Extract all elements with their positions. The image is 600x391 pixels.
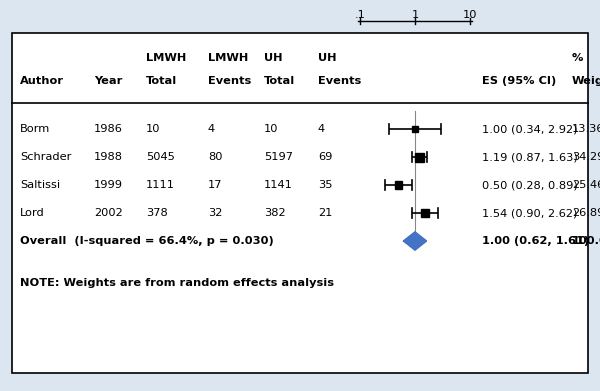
Text: 25.46: 25.46 [572,180,600,190]
Text: Total: Total [146,76,177,86]
Bar [421,209,429,217]
Text: 1.00 (0.34, 2.92): 1.00 (0.34, 2.92) [482,124,577,134]
Text: Weight: Weight [572,76,600,86]
Text: 1988: 1988 [94,152,123,162]
Text: 0.50 (0.28, 0.89): 0.50 (0.28, 0.89) [482,180,578,190]
Text: ES (95% CI): ES (95% CI) [482,76,556,86]
Text: Author: Author [20,76,64,86]
Polygon shape [404,232,427,250]
Text: 1999: 1999 [94,180,123,190]
Text: 5045: 5045 [146,152,175,162]
Text: 1: 1 [412,10,419,20]
Text: Schrader: Schrader [20,152,71,162]
Text: Saltissi: Saltissi [20,180,60,190]
Text: 34.29: 34.29 [572,152,600,162]
Text: Total: Total [264,76,295,86]
Text: 35: 35 [318,180,332,190]
Text: 1.54 (0.90, 2.62): 1.54 (0.90, 2.62) [482,208,577,218]
Text: 10: 10 [463,10,477,20]
Text: 32: 32 [208,208,223,218]
Text: 1986: 1986 [94,124,123,134]
Text: 80: 80 [208,152,223,162]
Text: UH: UH [264,53,283,63]
Text: NOTE: Weights are from random effects analysis: NOTE: Weights are from random effects an… [20,278,334,288]
Text: 1.19 (0.87, 1.63): 1.19 (0.87, 1.63) [482,152,578,162]
Bar [12,33,588,373]
Text: 378: 378 [146,208,168,218]
Text: Year: Year [94,76,122,86]
Text: 21: 21 [318,208,332,218]
Text: 17: 17 [208,180,223,190]
Bar [412,126,418,132]
Text: 1.00 (0.62, 1.61): 1.00 (0.62, 1.61) [482,236,589,246]
Text: 382: 382 [264,208,286,218]
Text: Borm: Borm [20,124,50,134]
Text: 10: 10 [264,124,278,134]
Text: 10: 10 [146,124,161,134]
Text: 1141: 1141 [264,180,293,190]
Bar [415,152,424,161]
Text: .1: .1 [355,10,365,20]
Text: 2002: 2002 [94,208,123,218]
Text: 100.00: 100.00 [572,236,600,246]
Text: 4: 4 [318,124,325,134]
Text: 4: 4 [208,124,215,134]
Text: Events: Events [318,76,361,86]
Text: LMWH: LMWH [146,53,186,63]
Text: Lord: Lord [20,208,45,218]
Text: 13.36: 13.36 [572,124,600,134]
Text: 5197: 5197 [264,152,293,162]
Text: LMWH: LMWH [208,53,248,63]
Text: 1111: 1111 [146,180,175,190]
Text: 26.89: 26.89 [572,208,600,218]
Text: 69: 69 [318,152,332,162]
Text: %: % [572,53,583,63]
Bar [395,181,402,189]
Text: Overall  (I-squared = 66.4%, p = 0.030): Overall (I-squared = 66.4%, p = 0.030) [20,236,274,246]
Text: Events: Events [208,76,251,86]
Text: UH: UH [318,53,337,63]
